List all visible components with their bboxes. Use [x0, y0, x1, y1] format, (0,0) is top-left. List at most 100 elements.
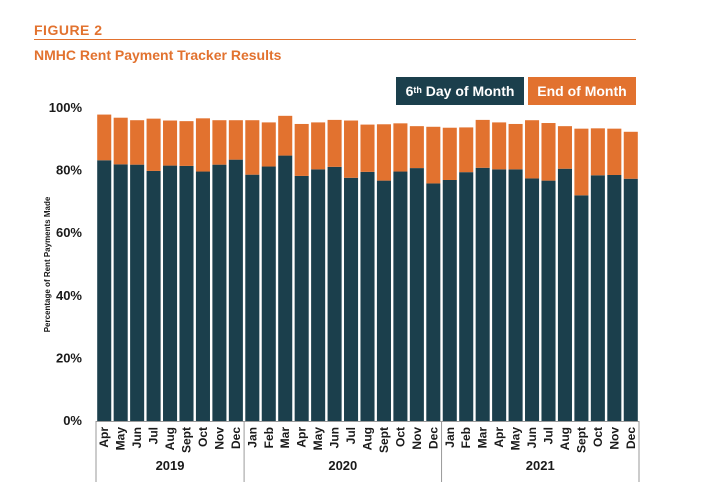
x-tick-label: Oct: [393, 427, 407, 447]
bar-end-of-month: [607, 128, 622, 175]
bar-end-of-month: [163, 120, 178, 166]
x-tick-label: Aug: [361, 427, 375, 450]
bar-end-of-month: [393, 123, 408, 172]
x-tick-label: Oct: [196, 427, 210, 447]
x-tick-label: Nov: [410, 427, 424, 450]
bar-end-of-month: [541, 123, 556, 181]
bar-6th-day: [376, 180, 391, 421]
x-tick-label: Jul: [542, 427, 556, 444]
x-tick-label: Jan: [443, 427, 457, 448]
x-tick-label: Jan: [245, 427, 259, 448]
bar-6th-day: [426, 183, 441, 421]
x-tick-label: Apr: [97, 427, 111, 448]
bar-6th-day: [475, 167, 490, 421]
x-tick-label: Dec: [229, 427, 243, 449]
x-tick-label: Dec: [624, 427, 638, 449]
bar-end-of-month: [97, 114, 112, 161]
legend-6th-day-text: Day of Month: [421, 83, 515, 99]
x-tick-label: May: [311, 427, 325, 451]
x-tick-label: Apr: [295, 427, 309, 448]
bar-6th-day: [278, 155, 293, 422]
bar-end-of-month: [623, 131, 638, 179]
x-tick-label: Feb: [459, 427, 473, 448]
bar-end-of-month: [360, 124, 375, 172]
bar-end-of-month: [261, 122, 276, 167]
year-label: 2021: [526, 458, 555, 473]
x-tick-label: Nov: [607, 427, 621, 450]
x-tick-label: Apr: [492, 427, 506, 448]
bar-6th-day: [344, 177, 359, 421]
legend-6th-day-superscript: th: [413, 85, 422, 95]
bar-end-of-month: [311, 122, 326, 170]
y-tick-label: 40%: [56, 288, 82, 303]
x-tick-label: Jul: [344, 427, 358, 444]
x-tick-label: Mar: [476, 427, 490, 449]
bar-6th-day: [442, 179, 457, 421]
x-tick-label: Mar: [278, 427, 292, 449]
figure-title: NMHC Rent Payment Tracker Results: [34, 47, 282, 63]
bar-6th-day: [508, 169, 523, 421]
bar-end-of-month: [179, 121, 194, 166]
bar-6th-day: [459, 172, 474, 421]
legend-6th-day-prefix: 6: [405, 83, 414, 99]
year-label: 2020: [328, 458, 357, 473]
bar-end-of-month: [245, 120, 260, 175]
bar-end-of-month: [525, 120, 540, 179]
bar-6th-day: [130, 164, 145, 421]
bar-6th-day: [541, 180, 556, 421]
x-tick-label: Jun: [130, 427, 144, 448]
bar-6th-day: [590, 175, 605, 421]
bar-end-of-month: [508, 123, 523, 170]
x-tick-label: Nov: [212, 427, 226, 450]
bar-end-of-month: [327, 119, 342, 167]
x-tick-label: Sept: [377, 427, 391, 453]
legend-end-of-month-label: End of Month: [537, 83, 627, 99]
bar-end-of-month: [492, 122, 507, 170]
y-tick-label: 0%: [63, 413, 82, 428]
y-tick-label: 100%: [49, 100, 83, 115]
bar-6th-day: [492, 169, 507, 421]
bar-end-of-month: [228, 120, 243, 160]
bar-end-of-month: [442, 127, 457, 180]
figure-label: FIGURE 2: [34, 22, 103, 38]
bar-end-of-month: [278, 115, 293, 156]
bar-end-of-month: [376, 124, 391, 181]
bar-end-of-month: [146, 118, 161, 171]
bar-6th-day: [294, 175, 309, 421]
bar-6th-day: [245, 174, 260, 421]
bar-end-of-month: [195, 118, 210, 172]
bar-end-of-month: [130, 120, 145, 165]
year-label: 2019: [156, 458, 185, 473]
bar-6th-day: [179, 165, 194, 421]
x-tick-label: Dec: [426, 427, 440, 449]
y-tick-label: 60%: [56, 225, 82, 240]
bar-6th-day: [393, 171, 408, 421]
x-tick-label: Aug: [163, 427, 177, 450]
x-tick-label: Jun: [328, 427, 342, 448]
bar-6th-day: [607, 174, 622, 421]
bar-6th-day: [574, 195, 589, 421]
x-tick-label: Feb: [262, 427, 276, 448]
bar-6th-day: [113, 164, 128, 421]
x-tick-label: May: [509, 427, 523, 451]
bar-end-of-month: [557, 126, 572, 169]
bar-end-of-month: [294, 123, 309, 176]
x-tick-label: Oct: [591, 427, 605, 447]
title-divider: [34, 39, 636, 40]
y-tick-label: 20%: [56, 350, 82, 365]
bar-6th-day: [311, 169, 326, 421]
x-tick-label: Jul: [147, 427, 161, 444]
bar-end-of-month: [574, 128, 589, 196]
bar-6th-day: [409, 168, 424, 421]
x-tick-label: Sept: [180, 427, 194, 453]
bar-6th-day: [327, 166, 342, 421]
bar-end-of-month: [409, 126, 424, 169]
bar-6th-day: [623, 178, 638, 421]
bar-end-of-month: [113, 117, 128, 165]
x-tick-label: Aug: [558, 427, 572, 450]
bar-6th-day: [360, 171, 375, 421]
bar-6th-day: [163, 165, 178, 421]
y-tick-label: 80%: [56, 163, 82, 178]
